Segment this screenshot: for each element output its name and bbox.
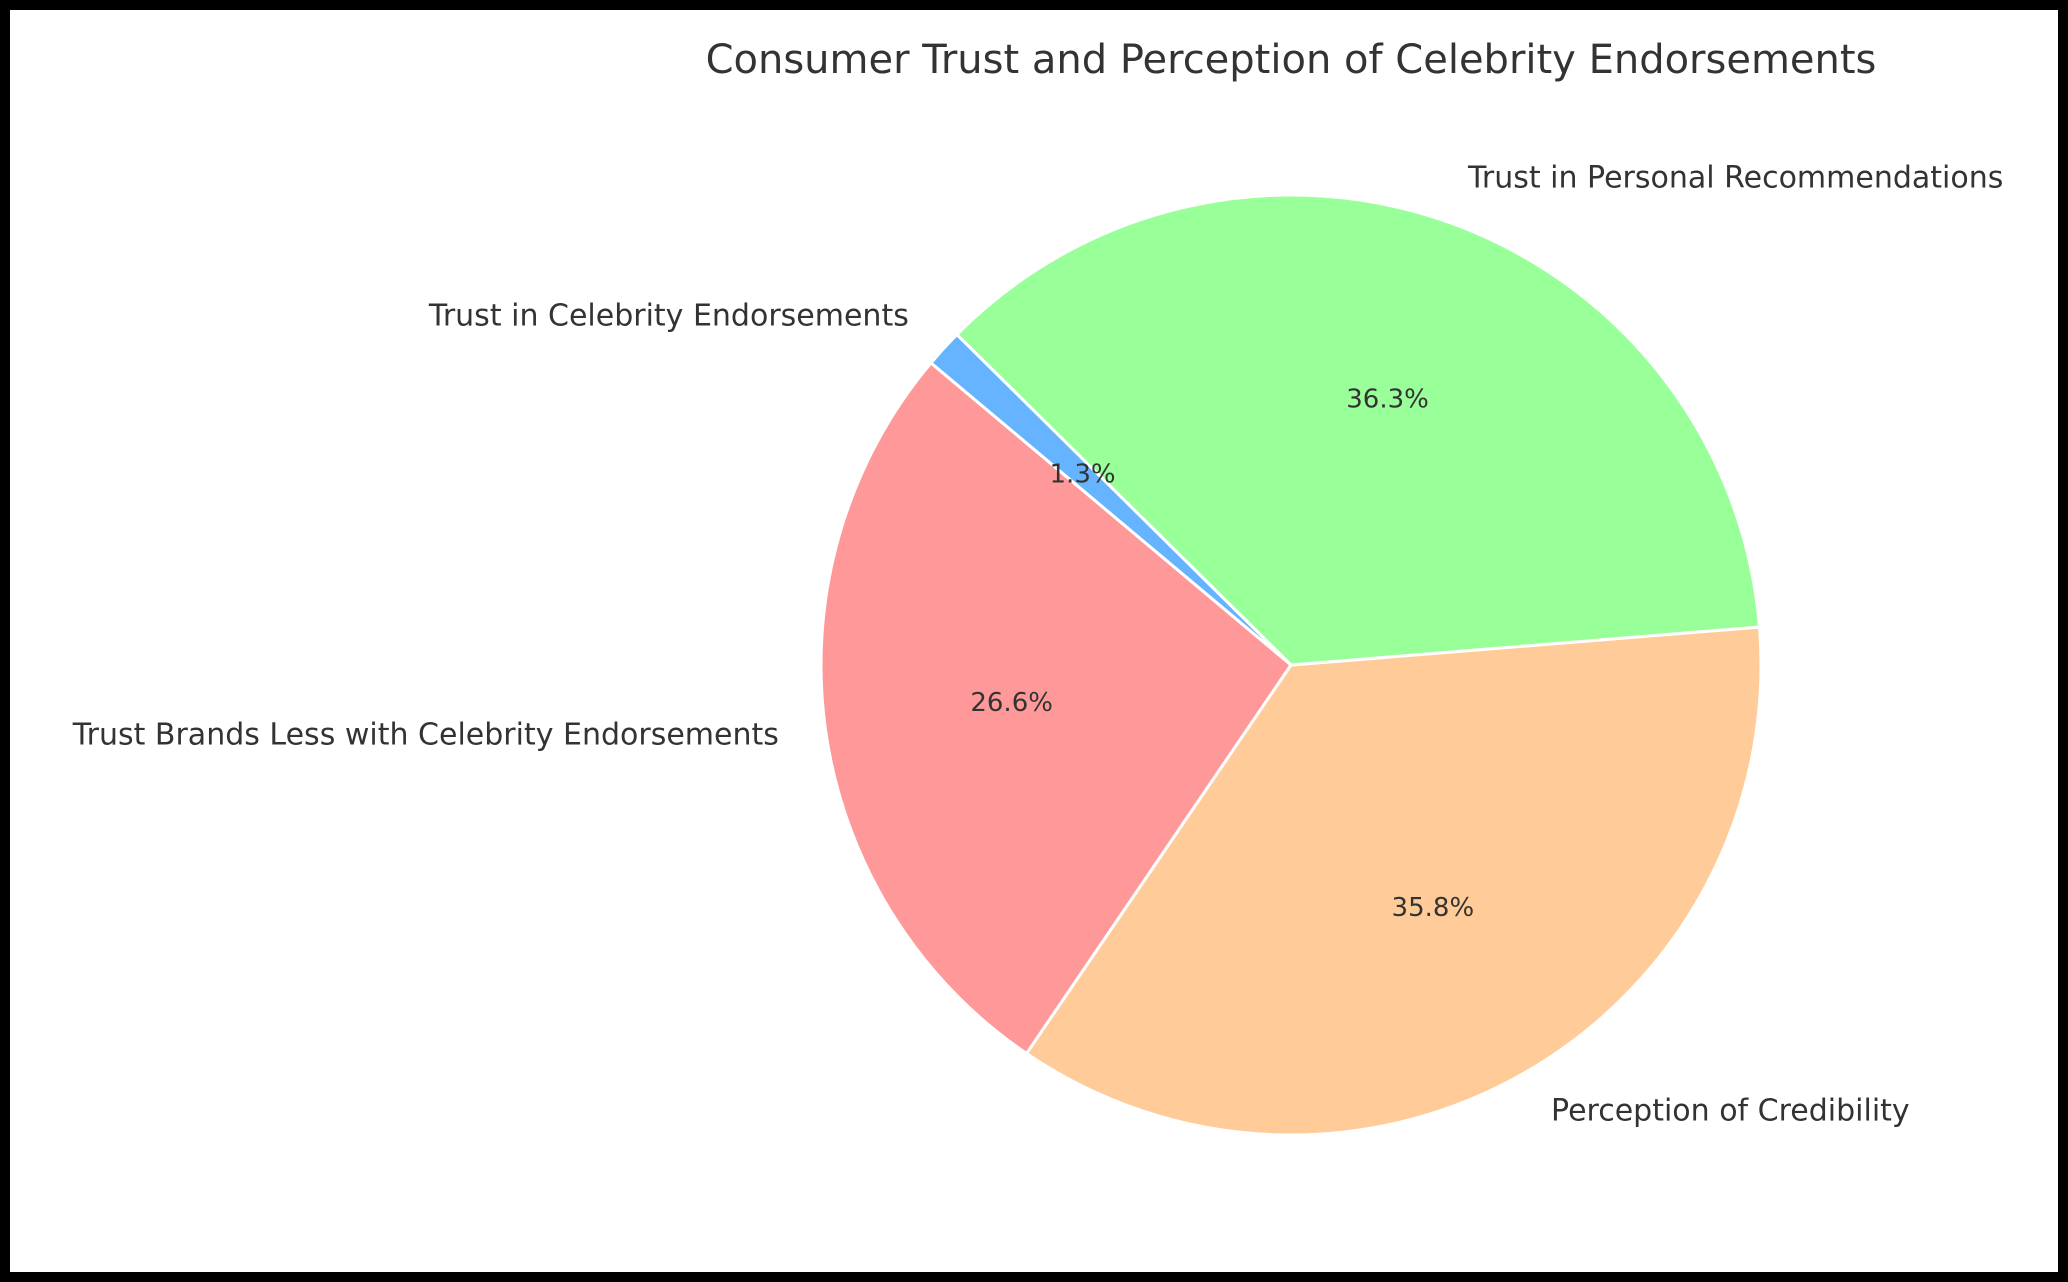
pie-slice xyxy=(819,360,1294,1056)
slice-label: Trust in Celebrity Endorsements xyxy=(428,298,909,333)
slice-percent-label: 26.6% xyxy=(970,688,1053,718)
slice-label: Trust Brands Less with Celebrity Endorse… xyxy=(72,717,779,752)
slice-percent-label: 1.3% xyxy=(1050,460,1116,490)
slice-label: Trust in Personal Recommendations xyxy=(1467,161,2003,196)
pie-slice xyxy=(928,332,1293,667)
pie-slice xyxy=(954,193,1762,667)
pie-slice xyxy=(1024,625,1763,1137)
slice-label: Perception of Credibility xyxy=(1551,1093,1910,1128)
chart-title: Consumer Trust and Perception of Celebri… xyxy=(706,37,1877,83)
slice-percent-label: 36.3% xyxy=(1346,385,1429,415)
slice-percent-label: 35.8% xyxy=(1392,893,1475,923)
